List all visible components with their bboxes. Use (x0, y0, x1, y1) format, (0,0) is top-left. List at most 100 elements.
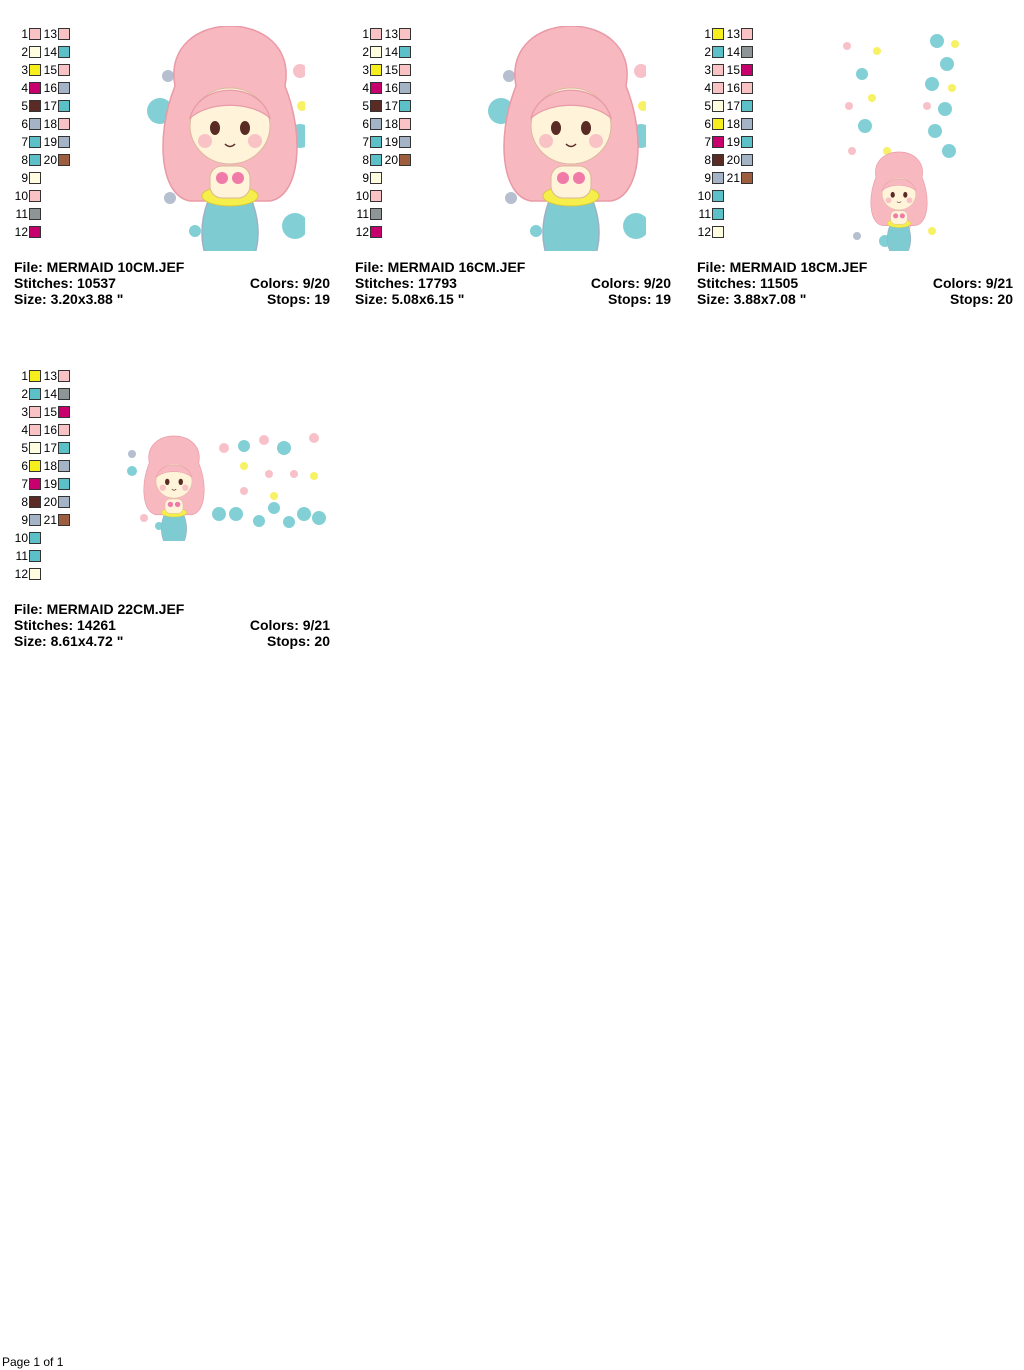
tail-shape (886, 225, 912, 251)
bubble-shape (925, 77, 939, 91)
tail-shape (201, 200, 259, 251)
color-swatch (370, 136, 382, 148)
bubble-shape (948, 84, 956, 92)
tail-shape (161, 514, 187, 541)
stitch-count: Stitches: 17793 (355, 275, 457, 291)
color-swatch (370, 172, 382, 184)
bubble-shape (297, 507, 311, 521)
bikini-shell (216, 172, 228, 184)
bubble-shape (843, 42, 851, 50)
color-number: 4 (362, 81, 369, 95)
bubble-shape (229, 507, 243, 521)
color-swatch (29, 28, 41, 40)
mermaid-design-preview (488, 26, 646, 251)
color-swatch (29, 478, 41, 490)
color-number: 11 (356, 207, 369, 221)
mouth-shape (171, 488, 177, 491)
color-number: 10 (14, 531, 28, 545)
color-number: 9 (21, 171, 28, 185)
color-number: 13 (43, 369, 57, 383)
bubble-shape (312, 511, 326, 525)
color-swatch (712, 172, 724, 184)
color-number: 4 (21, 81, 28, 95)
color-number: 8 (21, 495, 28, 509)
color-number: 6 (362, 117, 369, 131)
color-swatch (370, 82, 382, 94)
bubble-shape (277, 441, 291, 455)
bubble-shape (928, 227, 936, 235)
file-name: File: MERMAID 18CM.JEF (697, 259, 868, 275)
color-number: 5 (21, 99, 28, 113)
color-swatch (58, 370, 70, 382)
bubble-shape (503, 70, 515, 82)
cheek-shape (159, 484, 166, 491)
design-card: 1 2 3 4 5 6 7 8 9 10 11 12 13 14 15 16 17 18 19 20 File: ME… (14, 26, 330, 326)
stop-count: Stops: 19 (266, 291, 330, 307)
design-card: 1 2 3 4 5 6 7 8 9 10 11 12 13 14 15 16 17 18 19 20 21 File: … (697, 26, 1013, 326)
color-count: Colors: 9/20 (249, 275, 330, 291)
color-number: 15 (43, 405, 57, 419)
color-swatch (399, 118, 411, 130)
bubble-shape (219, 443, 229, 453)
bubble-shape (240, 487, 248, 495)
color-swatch (712, 82, 724, 94)
color-swatch (29, 532, 41, 544)
color-swatch (58, 424, 70, 436)
design-size: Size: 5.08x6.15 " (355, 291, 465, 307)
eye-shape (240, 121, 250, 135)
color-swatch (58, 118, 70, 130)
color-swatch (741, 64, 753, 76)
color-swatch (58, 514, 70, 526)
color-swatch (58, 496, 70, 508)
color-swatch (370, 208, 382, 220)
color-number: 3 (21, 63, 28, 77)
color-number: 20 (384, 153, 398, 167)
bubble-shape (309, 433, 319, 443)
bubble-shape (928, 124, 942, 138)
mouth-shape (224, 143, 236, 148)
stop-count: Stops: 20 (949, 291, 1013, 307)
color-count: Colors: 9/21 (249, 617, 330, 633)
color-swatch (399, 46, 411, 58)
color-number: 13 (726, 27, 740, 41)
color-number: 15 (726, 63, 740, 77)
eye-shape (903, 191, 908, 198)
color-swatch (29, 46, 41, 58)
color-swatch (29, 442, 41, 454)
cheek-shape (589, 134, 603, 148)
bubble-shape (923, 102, 931, 110)
color-number: 14 (43, 387, 57, 401)
color-swatch (712, 208, 724, 220)
fringe-shape (188, 89, 272, 120)
color-number: 20 (43, 495, 57, 509)
stop-count: Stops: 20 (266, 633, 330, 649)
bubble-shape (853, 232, 861, 240)
color-swatch (58, 406, 70, 418)
color-number: 17 (726, 99, 740, 113)
bubble-shape (858, 119, 872, 133)
color-number: 8 (21, 153, 28, 167)
color-swatch (741, 28, 753, 40)
color-number: 10 (14, 189, 28, 203)
color-number: 2 (21, 45, 28, 59)
mermaid-figure (162, 26, 298, 251)
color-number: 1 (704, 27, 711, 41)
color-number: 2 (362, 45, 369, 59)
bubble-shape (128, 450, 136, 458)
color-number: 3 (362, 63, 369, 77)
color-number: 18 (726, 117, 740, 131)
bubble-shape (265, 470, 273, 478)
color-number: 11 (15, 207, 28, 221)
color-swatch (29, 82, 41, 94)
color-swatch (399, 154, 411, 166)
fringe-shape (881, 178, 917, 192)
color-number: 16 (43, 423, 57, 437)
bubble-shape (155, 522, 163, 530)
eye-shape (178, 478, 183, 486)
color-swatch (712, 226, 724, 238)
eye-shape (581, 121, 591, 135)
bubble-shape (873, 47, 881, 55)
color-swatch (58, 442, 70, 454)
color-number: 5 (362, 99, 369, 113)
color-number: 12 (355, 225, 369, 239)
